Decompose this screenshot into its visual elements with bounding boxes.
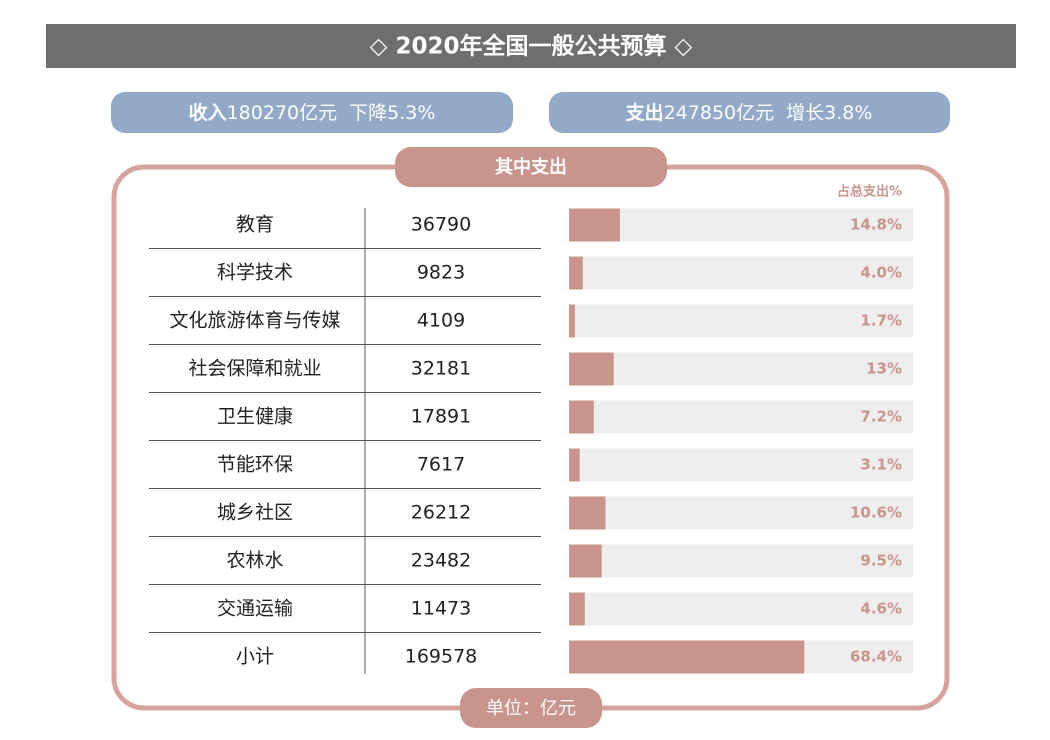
title-bar bbox=[46, 24, 1016, 68]
category-label: 节能环保 bbox=[217, 454, 293, 476]
amount-label: 36790 bbox=[411, 214, 471, 236]
category-label: 科学技术 bbox=[217, 262, 293, 284]
bar-track bbox=[569, 448, 913, 482]
bar-track bbox=[569, 256, 913, 290]
value-label: 9.5% bbox=[860, 552, 902, 570]
income-change: 下降5.3% bbox=[349, 102, 435, 124]
expense-label: 支出 bbox=[625, 101, 664, 124]
category-label: 教育 bbox=[236, 214, 274, 236]
value-label: 1.7% bbox=[860, 312, 902, 330]
income-pill bbox=[111, 92, 513, 133]
category-label: 卫生健康 bbox=[217, 406, 293, 428]
amount-label: 169578 bbox=[405, 646, 478, 668]
amount-label: 7617 bbox=[417, 454, 465, 476]
bar-track bbox=[569, 304, 913, 338]
bar-track bbox=[569, 496, 913, 530]
amount-label: 26212 bbox=[411, 502, 471, 524]
bar bbox=[569, 304, 575, 338]
bar-track bbox=[569, 208, 913, 242]
income-label: 收入 bbox=[189, 101, 227, 124]
amount-label: 23482 bbox=[411, 550, 471, 572]
bar bbox=[569, 256, 583, 290]
value-label: 4.6% bbox=[860, 600, 902, 618]
category-label: 文化旅游体育与传媒 bbox=[169, 310, 340, 332]
category-label: 社会保障和就业 bbox=[188, 358, 321, 380]
bar-track bbox=[569, 352, 913, 386]
value-label: 7.2% bbox=[860, 408, 902, 426]
unit-tab bbox=[460, 688, 602, 728]
category-label: 城乡社区 bbox=[217, 502, 293, 524]
value-label: 13% bbox=[866, 360, 902, 378]
bar bbox=[569, 640, 805, 674]
value-label: 14.8% bbox=[850, 216, 902, 234]
bar bbox=[569, 208, 620, 242]
amount-label: 9823 bbox=[417, 262, 465, 284]
bar-track bbox=[569, 400, 913, 434]
category-label: 小计 bbox=[236, 646, 274, 668]
bar-track bbox=[569, 592, 913, 626]
title: ◇ 2020年全国一般公共预算 ◇ bbox=[370, 33, 693, 60]
category-label: 农林水 bbox=[226, 550, 283, 572]
expense-pill bbox=[549, 92, 950, 133]
bar bbox=[569, 400, 594, 434]
unit-label: 单位：亿元 bbox=[486, 698, 576, 719]
income-text: 收入180270亿元 下降5.3% bbox=[189, 101, 436, 124]
section-tab bbox=[395, 147, 667, 187]
expense-change: 增长3.8% bbox=[786, 102, 872, 124]
amount-label: 32181 bbox=[411, 358, 471, 380]
income-amount: 180270亿元 bbox=[227, 102, 338, 124]
expense-amount: 247850亿元 bbox=[664, 102, 775, 124]
amount-label: 17891 bbox=[411, 406, 471, 428]
bar bbox=[569, 544, 602, 578]
section-title: 其中支出 bbox=[495, 156, 567, 178]
bar-track bbox=[569, 544, 913, 578]
value-label: 10.6% bbox=[850, 504, 902, 522]
amount-label: 4109 bbox=[417, 310, 465, 332]
value-label: 3.1% bbox=[860, 456, 902, 474]
bar bbox=[569, 592, 585, 626]
expense-text: 支出247850亿元 增长3.8% bbox=[625, 101, 873, 124]
value-header: 占总支出% bbox=[837, 184, 902, 200]
value-label: 68.4% bbox=[850, 648, 902, 666]
category-label: 交通运输 bbox=[217, 598, 293, 620]
bar bbox=[569, 352, 614, 386]
value-label: 4.0% bbox=[860, 264, 902, 282]
bar bbox=[569, 496, 606, 530]
bar bbox=[569, 448, 580, 482]
amount-label: 11473 bbox=[411, 598, 471, 620]
